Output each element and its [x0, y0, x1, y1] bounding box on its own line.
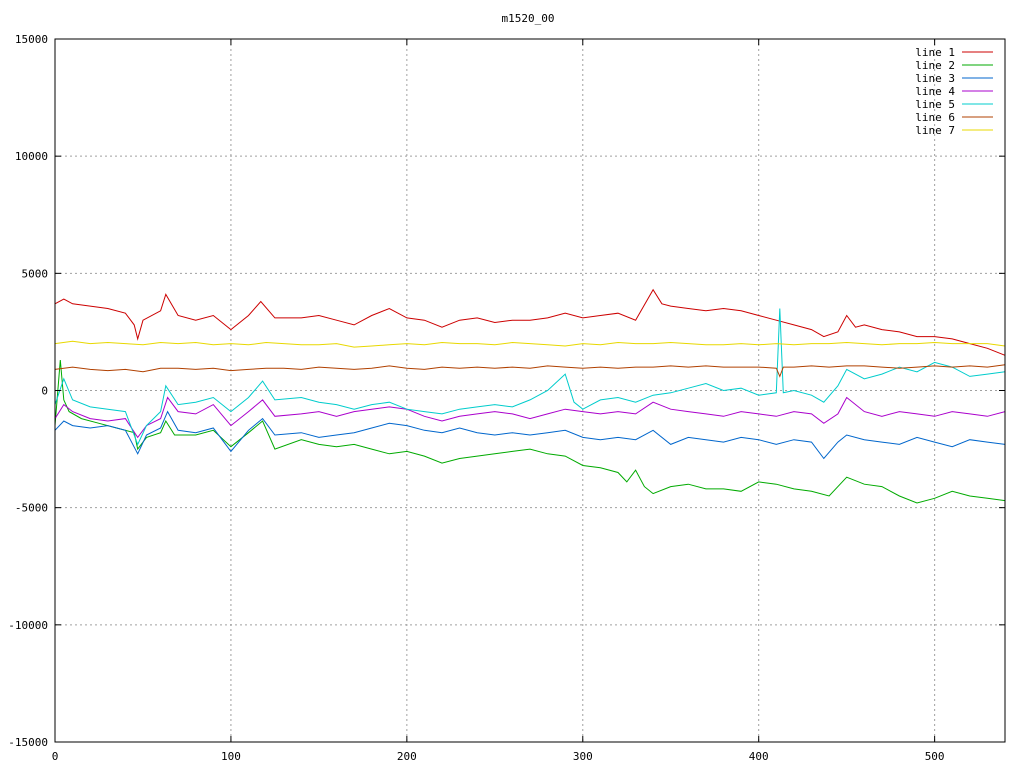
x-tick-label: 100 — [221, 750, 241, 763]
series-line-5 — [54, 308, 1006, 446]
y-tick-label: 5000 — [22, 267, 49, 280]
legend-label-3: line 3 — [915, 72, 955, 85]
y-tick-label: 10000 — [15, 150, 48, 163]
legend-label-1: line 1 — [915, 46, 955, 59]
y-tick-label: 15000 — [15, 33, 48, 46]
x-tick-label: 500 — [925, 750, 945, 763]
y-tick-label: -10000 — [8, 619, 48, 632]
chart-title: m1520_00 — [502, 12, 555, 25]
x-tick-label: 200 — [397, 750, 417, 763]
series-line-6 — [54, 364, 1006, 378]
series-line-4 — [54, 396, 1006, 439]
series-line-2 — [54, 359, 1006, 504]
x-tick-label: 300 — [573, 750, 593, 763]
y-tick-label: 0 — [41, 385, 48, 398]
x-tick-label: 0 — [52, 750, 59, 763]
legend-label-7: line 7 — [915, 124, 955, 137]
series-line-1 — [54, 288, 1006, 356]
x-tick-label: 400 — [749, 750, 769, 763]
series-line-3 — [54, 410, 1006, 460]
axes: 0 100 200 300 400 500 -15000 -10000 -5000 0 5000 10… — [8, 33, 1005, 763]
y-tick-label: -15000 — [8, 736, 48, 749]
legend-label-2: line 2 — [915, 59, 955, 72]
legend-label-5: line 5 — [915, 98, 955, 111]
series-line-7 — [54, 340, 1006, 348]
plot-area — [54, 288, 1006, 504]
legend-label-6: line 6 — [915, 111, 955, 124]
y-tick-label: -5000 — [15, 502, 48, 515]
grid — [55, 39, 1005, 742]
legend-label-4: line 4 — [915, 85, 955, 98]
